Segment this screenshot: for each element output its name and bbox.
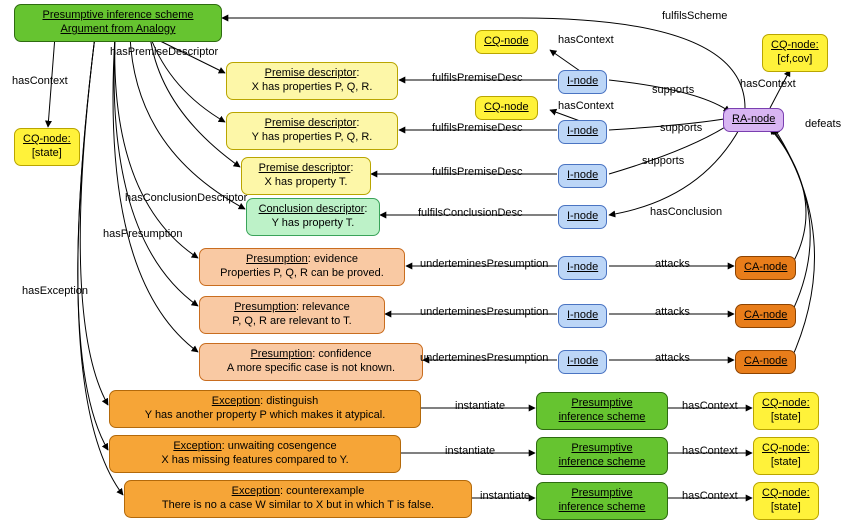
cq-node-top2: CQ-node bbox=[475, 96, 538, 120]
premise-desc-1: Premise descriptor: X has properties P, … bbox=[226, 62, 398, 100]
lbl-hascontext-t1: hasContext bbox=[558, 34, 614, 46]
i-node-6: I-node bbox=[558, 304, 607, 328]
lbl-sup3: supports bbox=[642, 155, 684, 167]
cq-node-cfcov: CQ-node: [cf,cov] bbox=[762, 34, 828, 72]
lbl-haspresumption: hasPresumption bbox=[103, 228, 183, 240]
exception-distinguish: Exception: distinguish Y has another pro… bbox=[109, 390, 421, 428]
scheme-node: Presumptive inference scheme Argument fr… bbox=[14, 4, 222, 42]
cq-state-r2: CQ-node:[state] bbox=[753, 437, 819, 475]
i-node-4: I-node bbox=[558, 205, 607, 229]
i-node-7: I-node bbox=[558, 350, 607, 374]
premise-desc-3: Premise descriptor: X has property T. bbox=[241, 157, 371, 195]
scheme-title: Presumptive inference scheme bbox=[42, 9, 193, 21]
presumption-evidence: Presumption: evidence Properties P, Q, R… bbox=[199, 248, 405, 286]
scheme-sub: Argument from Analogy bbox=[61, 23, 176, 35]
lbl-up2: underteminesPresumption bbox=[420, 306, 548, 318]
lbl-hasconclusiondesc: hasConclusionDescriptor bbox=[125, 192, 247, 204]
lbl-fcd: fulfilsConclusionDesc bbox=[418, 207, 523, 219]
pis-1: Presumptiveinference scheme bbox=[536, 392, 668, 430]
lbl-fulfilsscheme: fulfilsScheme bbox=[662, 10, 727, 22]
lbl-hcx1: hasContext bbox=[682, 400, 738, 412]
lbl-hcx3: hasContext bbox=[682, 490, 738, 502]
lbl-sup1: supports bbox=[652, 84, 694, 96]
lbl-inst1: instantiate bbox=[455, 400, 505, 412]
lbl-atk2: attacks bbox=[655, 306, 690, 318]
lbl-up1: underteminesPresumption bbox=[420, 258, 548, 270]
ca-node-2: CA-node bbox=[735, 304, 796, 328]
lbl-hasexception: hasException bbox=[22, 285, 88, 297]
exception-unwaiting: Exception: unwaiting cosengence X has mi… bbox=[109, 435, 401, 473]
lbl-fpd2: fulfilsPremiseDesc bbox=[432, 122, 522, 134]
lbl-fpd3: fulfilsPremiseDesc bbox=[432, 166, 522, 178]
conclusion-desc: Conclusion descriptor: Y has property T. bbox=[246, 198, 380, 236]
lbl-inst2: instantiate bbox=[445, 445, 495, 457]
lbl-hasconclusion: hasConclusion bbox=[650, 206, 722, 218]
cq-state-r3: CQ-node:[state] bbox=[753, 482, 819, 520]
premise-desc-2: Premise descriptor: Y has properties P, … bbox=[226, 112, 398, 150]
i-node-3: I-node bbox=[558, 164, 607, 188]
lbl-atk1: attacks bbox=[655, 258, 690, 270]
ca-node-3: CA-node bbox=[735, 350, 796, 374]
cq-state-r1: CQ-node:[state] bbox=[753, 392, 819, 430]
ca-node-1: CA-node bbox=[735, 256, 796, 280]
pis-3: Presumptiveinference scheme bbox=[536, 482, 668, 520]
lbl-hascontext-t2: hasContext bbox=[558, 100, 614, 112]
ra-node: RA-node bbox=[723, 108, 784, 132]
pis-2: Presumptiveinference scheme bbox=[536, 437, 668, 475]
exception-counterexample: Exception: counterexample There is no a … bbox=[124, 480, 472, 518]
lbl-sup2: supports bbox=[660, 122, 702, 134]
lbl-hcx2: hasContext bbox=[682, 445, 738, 457]
lbl-hascontext-ra: hasContext bbox=[740, 78, 796, 90]
cq-state-left: CQ-node: [state] bbox=[14, 128, 80, 166]
lbl-inst3: instantiate bbox=[480, 490, 530, 502]
i-node-2: I-node bbox=[558, 120, 607, 144]
lbl-defeats: defeats bbox=[805, 118, 841, 130]
lbl-up3: underteminesPresumption bbox=[420, 352, 548, 364]
i-node-5: I-node bbox=[558, 256, 607, 280]
presumption-confidence: Presumption: confidence A more specific … bbox=[199, 343, 423, 381]
lbl-fpd1: fulfilsPremiseDesc bbox=[432, 72, 522, 84]
i-node-1: I-node bbox=[558, 70, 607, 94]
lbl-atk3: attacks bbox=[655, 352, 690, 364]
cq-node-top1: CQ-node bbox=[475, 30, 538, 54]
lbl-hascontext-left: hasContext bbox=[12, 75, 68, 87]
lbl-haspremisedesc: hasPremiseDescriptor bbox=[110, 46, 218, 58]
presumption-relevance: Presumption: relevance P, Q, R are relev… bbox=[199, 296, 385, 334]
